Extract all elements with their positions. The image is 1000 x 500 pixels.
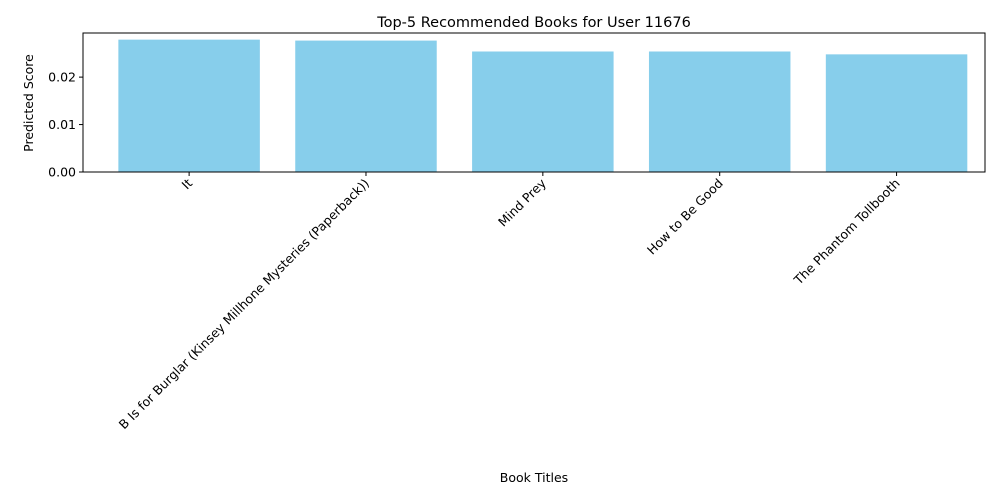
bar-1 bbox=[118, 39, 260, 172]
bars-group bbox=[118, 39, 968, 173]
bar-4 bbox=[648, 51, 791, 172]
x-axis-ticks: ItB Is for Burglar (Kinsey Millhone Myst… bbox=[116, 172, 903, 432]
bar-5 bbox=[825, 54, 968, 172]
y-tick-label-1: 0.00 bbox=[48, 165, 76, 180]
plot-frame bbox=[82, 32, 986, 173]
x-tick-label-5: The Phantom Tollbooth bbox=[790, 176, 903, 289]
y-axis-ticks: 0.00 0.01 0.02 bbox=[48, 70, 83, 180]
chart-title: Top-5 Recommended Books for User 11676 bbox=[376, 15, 691, 31]
x-tick-label-1: It bbox=[179, 175, 196, 192]
x-tick-label-2: B Is for Burglar (Kinsey Millhone Myster… bbox=[116, 176, 372, 432]
x-axis-label: Book Titles bbox=[500, 470, 568, 485]
y-axis-label: Predicted Score bbox=[21, 54, 36, 152]
x-tick-label-3: Mind Prey bbox=[495, 175, 549, 229]
y-tick-label-2: 0.01 bbox=[48, 117, 76, 132]
bar-3 bbox=[472, 51, 614, 172]
bar-2 bbox=[295, 40, 437, 173]
y-tick-label-3: 0.02 bbox=[48, 70, 76, 85]
x-tick-label-4: How to Be Good bbox=[644, 176, 726, 258]
